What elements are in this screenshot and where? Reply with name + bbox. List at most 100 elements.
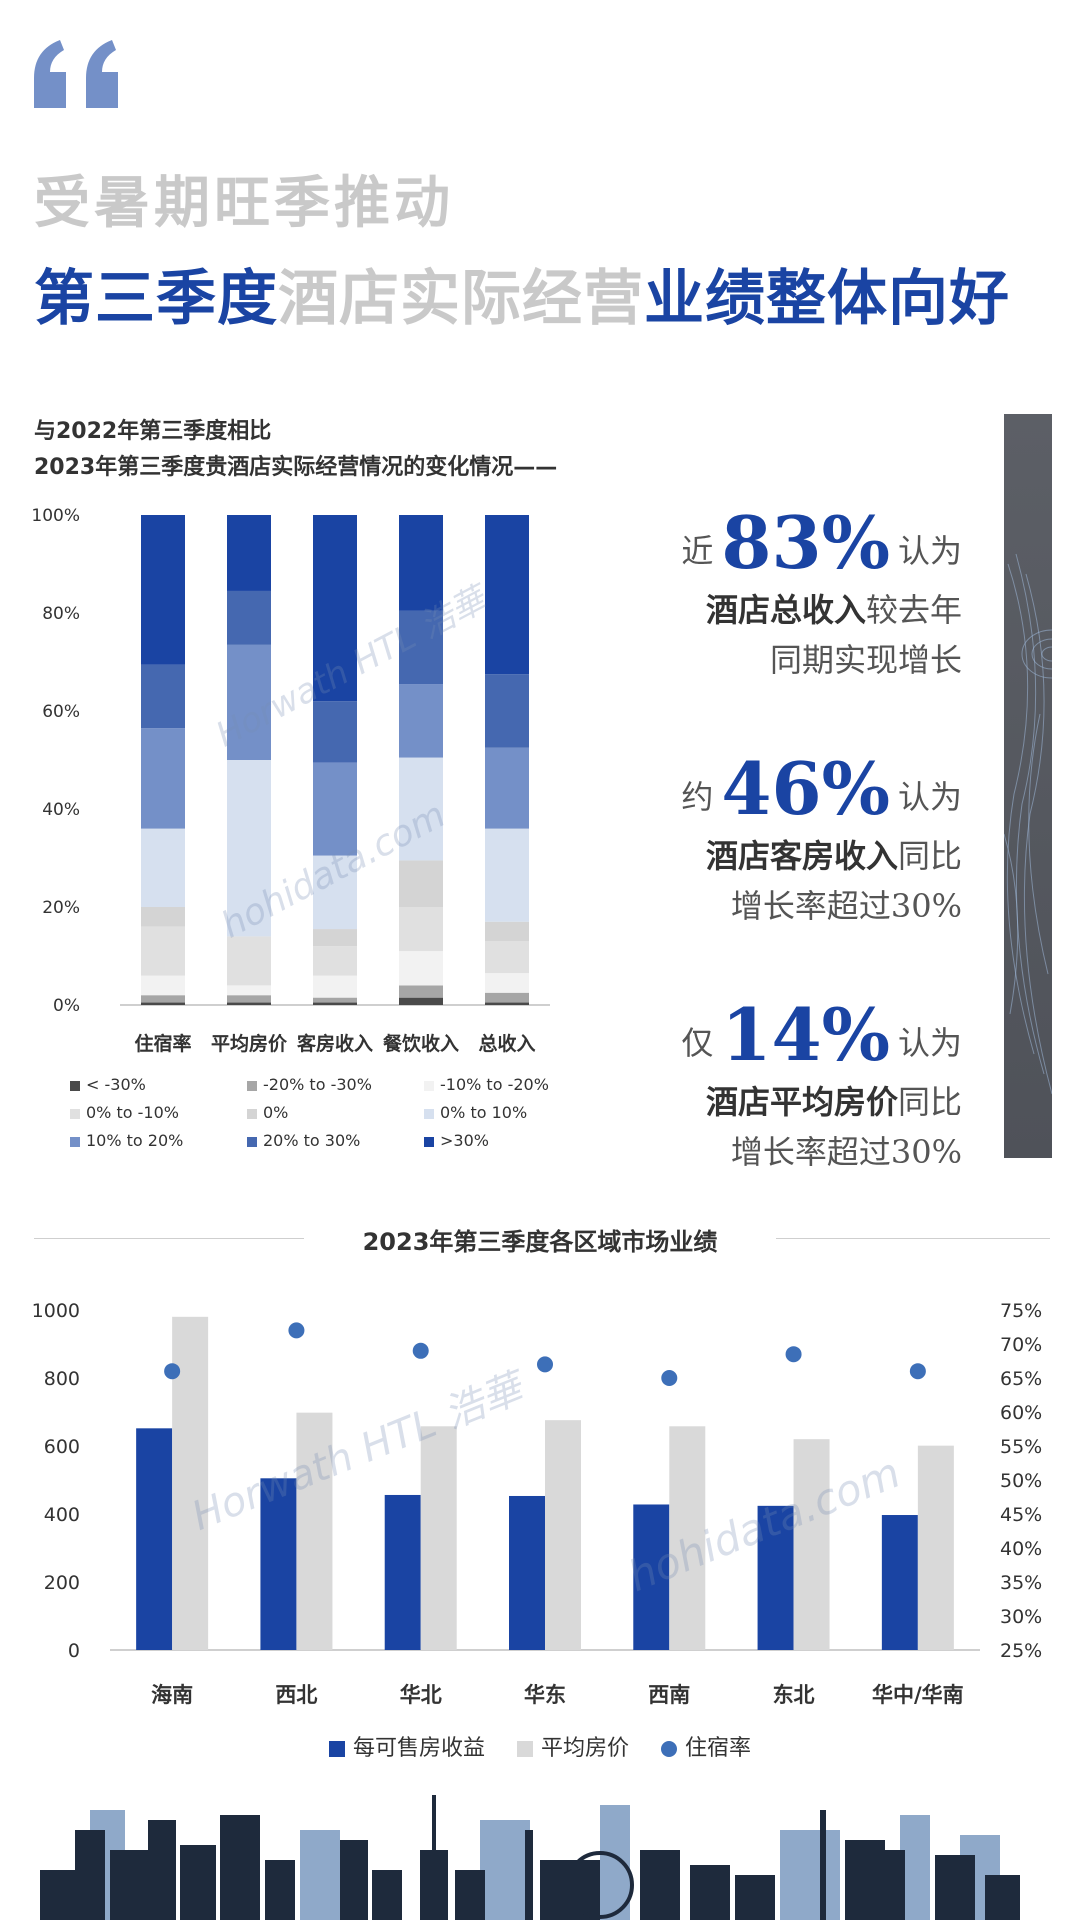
occupancy-point: [164, 1363, 181, 1380]
stacked-bar-segment: [485, 515, 529, 675]
x-tick-label: 总收入: [478, 1032, 535, 1055]
stacked-bar-segment: [485, 973, 529, 993]
x-tick-label: 平均房价: [211, 1032, 288, 1055]
y-tick-label: 400: [44, 1504, 80, 1526]
y2-tick-label: 65%: [1000, 1368, 1042, 1390]
stacked-bar-segment: [141, 728, 185, 829]
stacked-bar-segment: [227, 644, 271, 760]
stacked-bar-segment: [227, 995, 271, 1003]
stacked-bar-segment: [485, 747, 529, 829]
y-tick-label: 60%: [42, 702, 80, 722]
stacked-bar-segment: [313, 701, 357, 763]
legend-label: -20% to -30%: [263, 1075, 372, 1094]
revpar-bar: [757, 1505, 794, 1650]
revpar-bar: [633, 1504, 670, 1650]
headline-highlight-2: 业绩整体向好: [644, 264, 1010, 334]
stat-rest: 较去年: [865, 591, 962, 629]
stacked-bar-segment: [141, 926, 185, 976]
section1-subtitle-line2: 2023年第三季度贵酒店实际经营情况的变化情况——: [34, 455, 558, 480]
stat-line3: 同期实现增长: [769, 641, 962, 679]
y-tick-label: 0: [68, 1640, 80, 1662]
stacked-bar-segment: [313, 515, 357, 702]
stacked-bar-segment: [399, 610, 443, 685]
y-tick-label: 100%: [31, 506, 80, 526]
occupancy-point: [288, 1322, 305, 1339]
legend-swatch: [424, 1108, 434, 1119]
occupancy-point: [785, 1346, 802, 1363]
legend-swatch: [661, 1741, 677, 1757]
y2-tick-label: 35%: [1000, 1572, 1042, 1594]
headline-line-2: 第三季度酒店实际经营业绩整体向好: [34, 250, 1010, 337]
x-tick-label: 西北: [275, 1683, 317, 1707]
x-tick-label: 客房收入: [297, 1032, 373, 1055]
y2-tick-label: 30%: [1000, 1606, 1042, 1628]
legend-item: 0% to 10%: [424, 1103, 527, 1122]
y-tick-label: 1000: [32, 1300, 80, 1322]
legend-label: 0% to 10%: [440, 1103, 528, 1122]
x-tick-label: 西南: [648, 1683, 690, 1707]
stat-prefix: 近: [681, 532, 714, 570]
stacked-bar-segment: [399, 951, 443, 986]
stacked-bar-segment: [227, 760, 271, 937]
legend-item: 平均房价: [516, 1730, 629, 1762]
y2-tick-label: 55%: [1000, 1436, 1042, 1458]
stat-rest: 同比: [897, 1083, 962, 1121]
stat-value: 46%: [721, 746, 890, 831]
legend-label: 0% to -10%: [86, 1103, 179, 1122]
stat-bold: 酒店客房收入: [705, 837, 898, 875]
stacked-bar-segment: [141, 515, 185, 665]
stacked-bar-segment: [313, 855, 357, 930]
divider-right: [776, 1238, 1050, 1239]
adr-bar: [793, 1439, 830, 1650]
stacked-bar-chart: 0% 20% 40% 60% 80% 100% 住宿率 平均房价 客房收入 餐饮收入 总收入: [31, 506, 550, 1055]
adr-bar: [669, 1426, 706, 1650]
legend-swatch: [70, 1080, 80, 1091]
x-tick-label: 餐饮收入: [383, 1032, 459, 1055]
legend-item: 每可售房收益: [328, 1730, 485, 1762]
divider-left: [34, 1238, 304, 1239]
y-tick-label: 80%: [42, 604, 80, 624]
x-tick-label: 东北: [773, 1683, 815, 1707]
revpar-bar: [260, 1478, 297, 1650]
revpar-bar: [384, 1494, 421, 1650]
stacked-bar-segment: [485, 674, 529, 748]
legend-label: 20% to 30%: [263, 1131, 361, 1150]
stat-bold: 酒店平均房价: [705, 1083, 898, 1121]
stacked-bar-segment: [399, 860, 443, 907]
y2-tick-label: 60%: [1000, 1402, 1042, 1424]
legend-label: 每可售房收益: [352, 1736, 485, 1761]
stacked-bar-segment: [141, 664, 185, 729]
stacked-bar-segment: [313, 929, 357, 947]
headline-light: 酒店实际经营: [278, 264, 644, 334]
legend-item: < -30%: [70, 1075, 146, 1094]
stat-prefix: 约: [681, 778, 714, 816]
stacked-bar-segment: [141, 975, 185, 996]
stacked-bar-segment: [399, 997, 443, 1005]
adr-bar: [420, 1426, 457, 1650]
legend-label: -10% to -20%: [440, 1075, 549, 1094]
decorative-side-bar: [1004, 414, 1052, 1158]
legend-swatch: [328, 1741, 345, 1757]
y2-tick-label: 40%: [1000, 1538, 1042, 1560]
stat-suffix: 认为: [897, 1024, 962, 1062]
stacked-bar-segment: [399, 757, 443, 861]
legend-item: >30%: [424, 1131, 489, 1150]
y2-tick-label: 50%: [1000, 1470, 1042, 1492]
legend-item: 0% to -10%: [70, 1103, 179, 1122]
adr-bar: [545, 1420, 581, 1650]
stat-line3: 增长率超过30%: [730, 887, 962, 925]
occupancy-point: [909, 1363, 926, 1380]
stacked-bar-segment: [485, 941, 529, 974]
quote-mark-icon: [34, 40, 118, 108]
stacked-bar-segment: [485, 921, 529, 942]
section1-subtitle: 与2022年第三季度相比 2023年第三季度贵酒店实际经营情况的变化情况——: [34, 414, 557, 486]
stacked-bar-segment: [227, 1002, 271, 1005]
stat-line3: 增长率超过30%: [730, 1133, 962, 1171]
y2-tick-label: 25%: [1000, 1640, 1042, 1662]
stat-prefix: 仅: [681, 1024, 714, 1062]
stat-value: 83%: [721, 500, 890, 585]
stacked-bar-segment: [141, 907, 185, 927]
stacked-bar-segment: [485, 1002, 529, 1005]
legend-swatch: [247, 1136, 257, 1147]
y-tick-label: 40%: [42, 800, 80, 820]
